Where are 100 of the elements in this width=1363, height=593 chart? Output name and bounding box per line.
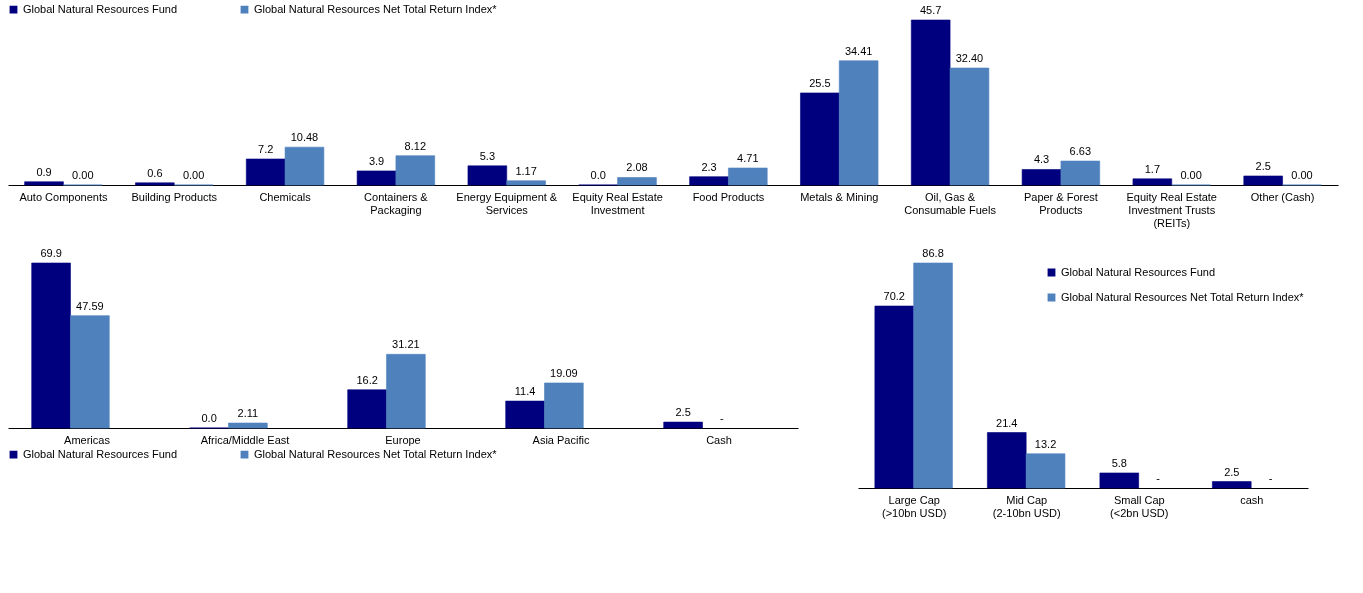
data-label: 8.12 — [404, 139, 427, 152]
data-label: 2.5 — [1255, 159, 1271, 172]
data-label: 2.11 — [237, 407, 259, 420]
bar — [70, 315, 110, 429]
data-label: 69.9 — [40, 247, 62, 259]
x-tick-label: Small Cap (<2bn USD) — [1110, 493, 1169, 519]
bar — [386, 354, 426, 429]
bar — [1099, 472, 1139, 489]
bar — [838, 60, 879, 186]
x-tick-label: Containers & Packaging — [364, 190, 429, 216]
bar — [689, 176, 729, 186]
x-tick-label: Mid Cap (2-10bn USD) — [992, 493, 1061, 519]
data-label: 7.2 — [258, 143, 274, 155]
x-tick-label: Equity Real Estate Investment — [572, 190, 663, 216]
bar — [910, 19, 951, 186]
text: - — [1156, 472, 1160, 484]
legend-label: Global Natural Resources Net Total Return Index* — [254, 447, 498, 460]
data-label: 4.71 — [737, 151, 759, 164]
data-label: 0.00 — [72, 169, 94, 181]
bar — [135, 182, 175, 186]
data-label: 3.9 — [368, 154, 385, 167]
data-label: 25.5 — [809, 76, 831, 89]
data-label: 47.59 — [76, 299, 104, 312]
legend-label: Global Natural Resources Fund — [23, 2, 178, 15]
legend-label: Global Natural Resources Fund — [1061, 265, 1216, 278]
bar — [506, 180, 546, 186]
data-label: 10.48 — [290, 131, 319, 144]
x-tick-label: Building Products — [131, 190, 218, 203]
data-label: 1.7 — [1144, 162, 1160, 175]
data-label: 34.41 — [844, 44, 873, 57]
legend-label: Global Natural Resources Net Total Return Index* — [1061, 290, 1305, 303]
text: - — [1268, 472, 1273, 484]
bar — [1025, 453, 1066, 489]
bar — [347, 389, 387, 429]
bar — [913, 262, 953, 489]
x-tick-label: Cash — [706, 433, 732, 446]
x-tick-label: Large Cap (>10bn USD) — [881, 493, 947, 519]
bar — [987, 432, 1027, 489]
data-label: 11.4 — [514, 385, 536, 398]
data-label: 32.40 — [955, 52, 984, 65]
data-label: 4.3 — [1033, 153, 1050, 166]
bar — [505, 400, 545, 429]
x-tick-label: Europe — [385, 433, 421, 446]
bar — [1132, 178, 1173, 186]
data-label: 0.00 — [182, 169, 205, 181]
bar — [24, 181, 64, 186]
x-tick-label: Energy Equipment & Services — [456, 190, 558, 216]
data-label: 13.2 — [1034, 437, 1057, 450]
bar — [284, 146, 325, 186]
data-label: 2.3 — [701, 160, 717, 173]
data-label: 0.0 — [201, 412, 217, 424]
x-tick-label: Food Products — [692, 190, 765, 203]
x-tick-label: Africa/Middle East — [200, 433, 290, 446]
legend-label: Global Natural Resources Net Total Return Index* — [254, 2, 498, 15]
bar — [1021, 169, 1062, 186]
x-tick-label: cash — [1240, 493, 1264, 506]
bar — [544, 382, 584, 429]
x-tick-label: Asia Pacific — [532, 433, 590, 446]
data-label: 0.9 — [36, 165, 52, 178]
data-label: 0.00 — [1180, 169, 1202, 181]
data-label: 5.8 — [1111, 456, 1127, 469]
bar — [467, 165, 508, 186]
bar — [395, 155, 436, 186]
x-tick-label: Equity Real Estate Investment Trusts (REITs) — [1126, 190, 1217, 229]
bar — [356, 170, 397, 186]
data-label: 0.6 — [147, 166, 163, 179]
bar — [31, 262, 71, 429]
x-tick-label: Oil, Gas & Consumable Fuels — [904, 190, 997, 216]
data-label: 70.2 — [883, 290, 905, 303]
legend-label: Global Natural Resources Fund — [23, 447, 178, 460]
x-tick-label: Auto Components — [19, 190, 108, 203]
data-label: 86.8 — [922, 247, 944, 259]
bar — [228, 422, 268, 429]
text: - — [720, 412, 724, 424]
bar — [663, 421, 703, 429]
bar — [728, 167, 768, 186]
x-tick-label: Chemicals — [259, 190, 312, 203]
data-label: 16.2 — [356, 373, 378, 386]
data-label: 21.4 — [996, 416, 1018, 429]
bar — [949, 67, 990, 186]
data-label: 0.0 — [590, 169, 606, 181]
data-label: 19.09 — [550, 366, 578, 379]
x-tick-label: Americas — [64, 433, 111, 446]
x-tick-label: Paper & Forest Products — [1023, 190, 1098, 216]
data-label: 45.7 — [919, 4, 942, 16]
bar — [1243, 175, 1283, 186]
data-label: 31.21 — [392, 338, 420, 351]
data-label: 2.5 — [675, 406, 691, 419]
bar — [1212, 481, 1252, 489]
bar — [874, 305, 914, 489]
data-label: 6.63 — [1069, 145, 1092, 158]
bar — [617, 177, 657, 186]
data-label: 5.3 — [479, 149, 495, 162]
x-tick-label: Other (Cash) — [1250, 190, 1315, 203]
data-label: 0.00 — [1291, 169, 1313, 181]
data-label: 2.08 — [626, 161, 648, 174]
x-tick-label: Metals & Mining — [800, 190, 879, 203]
bar — [1060, 160, 1101, 186]
bar — [800, 92, 840, 186]
data-label: 1.17 — [515, 164, 537, 177]
